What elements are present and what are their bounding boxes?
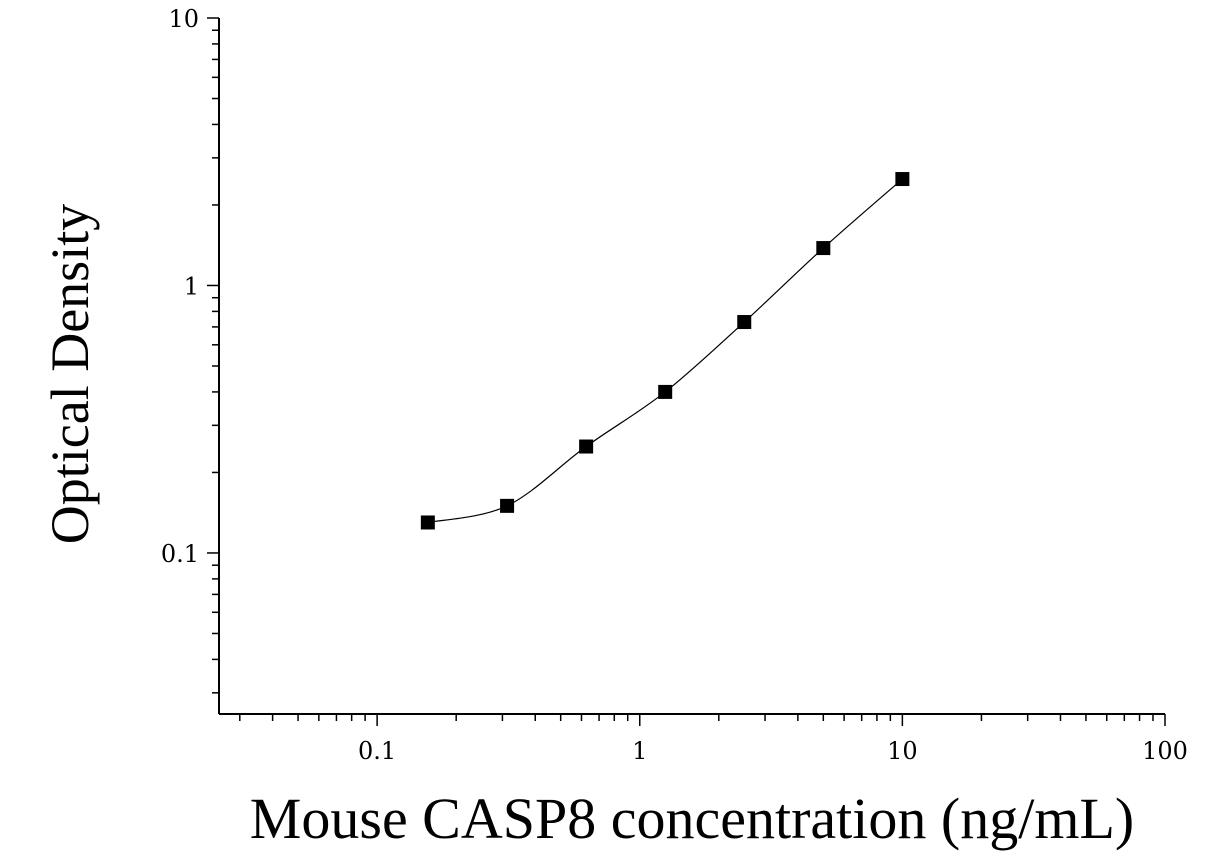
data-point: [895, 172, 910, 187]
data-point: [500, 498, 515, 513]
axes: 0.1 1 10 100 0.1 1 10: [161, 5, 1188, 765]
y-tick-label: 10: [168, 5, 199, 33]
x-tick-label: 100: [1142, 737, 1188, 765]
y-tick-label: 0.1: [161, 540, 199, 568]
data-point: [816, 241, 831, 256]
x-tick-label: 0.1: [358, 737, 396, 765]
y-tick-label: 1: [184, 272, 199, 300]
x-tick-label: 1: [632, 737, 647, 765]
x-tick-label: 10: [887, 737, 918, 765]
data-point: [420, 515, 435, 530]
data-point: [579, 439, 594, 454]
y-axis-title: Optical Density: [40, 204, 100, 544]
fit-curve-layer: [427, 178, 903, 524]
x-axis-title: Mouse CASP8 concentration (ng/mL): [250, 786, 1134, 851]
data-points: [420, 172, 910, 530]
fit-curve: [427, 178, 903, 524]
data-point: [658, 384, 673, 399]
data-point: [737, 315, 752, 330]
